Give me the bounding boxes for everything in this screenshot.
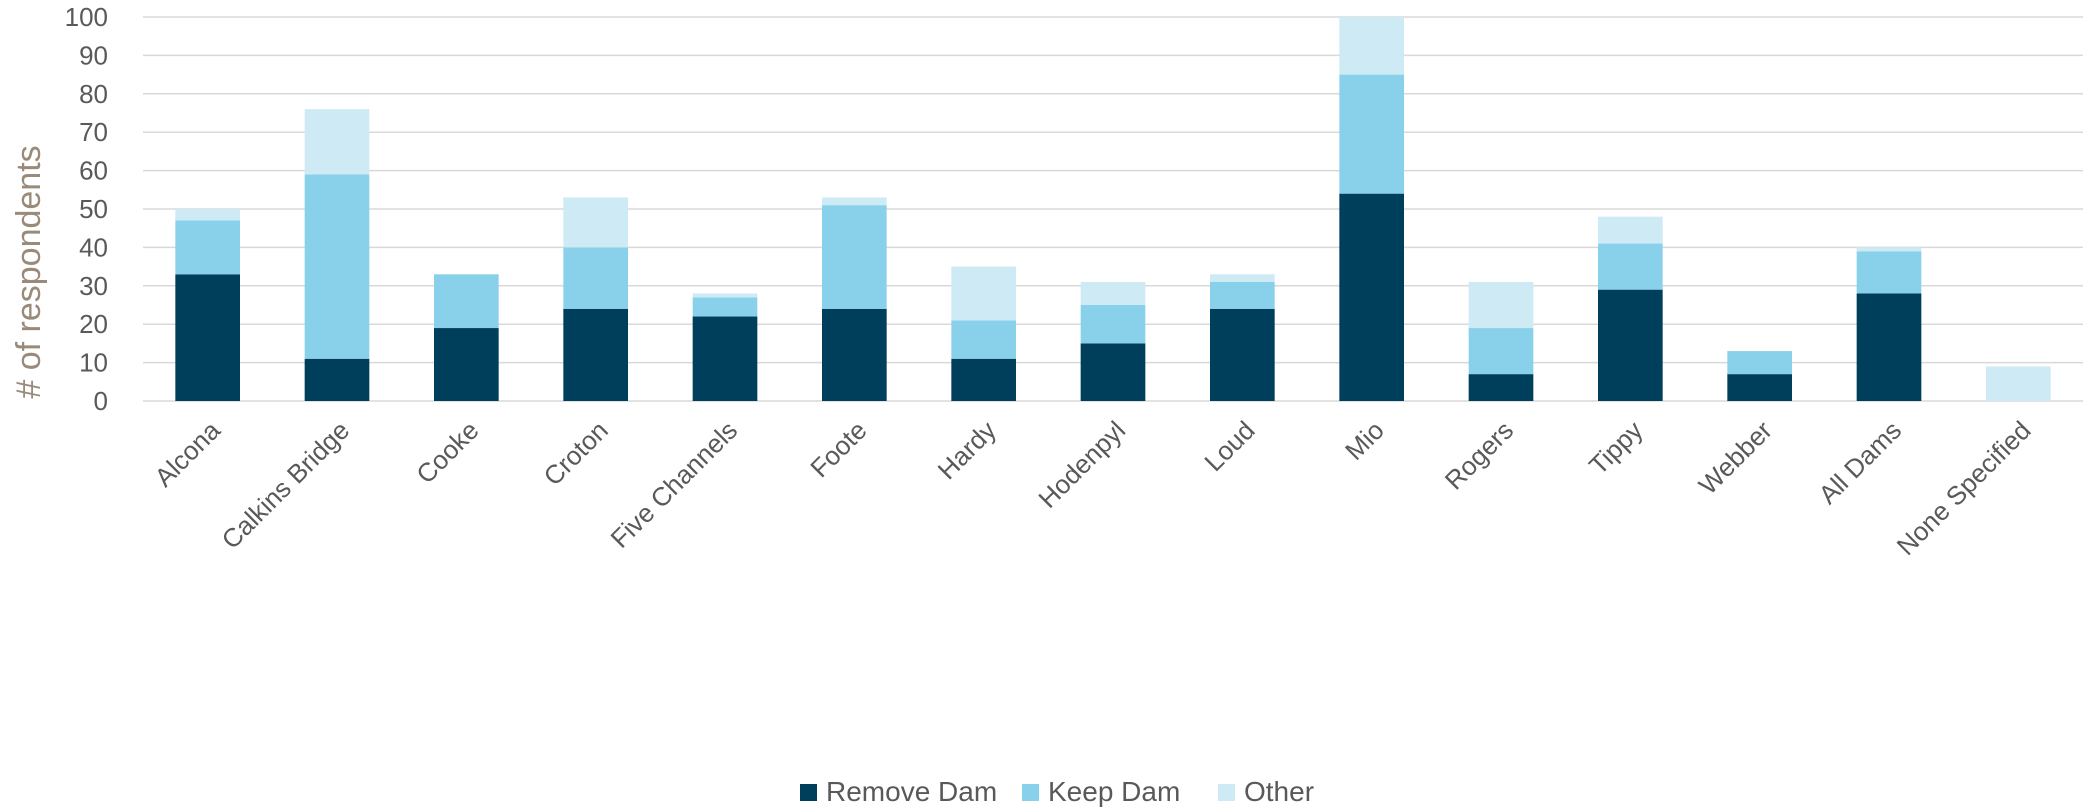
y-axis-label: # of respondents: [10, 145, 48, 398]
y-tick-label: 40: [79, 232, 108, 262]
bar-segment-remove-dam: [175, 274, 240, 401]
y-tick-label: 80: [79, 79, 108, 109]
bar-segment-remove-dam: [563, 308, 628, 401]
bars: [175, 17, 2051, 401]
bar-segment-other: [563, 197, 628, 248]
y-tick-label: 50: [79, 194, 108, 224]
x-category-label: Hodenpyl: [1032, 415, 1131, 514]
bar-segment-keep-dam: [175, 220, 240, 275]
bar-segment-keep-dam: [1598, 243, 1663, 290]
bar-segment-keep-dam: [822, 205, 887, 309]
bar-segment-keep-dam: [434, 274, 499, 329]
bar-segment-remove-dam: [1598, 289, 1663, 401]
legend-label: Remove Dam: [826, 776, 997, 807]
y-tick-label: 0: [94, 386, 108, 416]
x-category-label: Foote: [804, 415, 872, 483]
bar-segment-other: [1339, 17, 1404, 75]
legend-label: Keep Dam: [1048, 776, 1180, 807]
y-tick-label: 90: [79, 40, 108, 70]
bar-segment-remove-dam: [951, 358, 1016, 401]
x-category-label: Tippy: [1583, 415, 1648, 480]
bar-segment-remove-dam: [1468, 374, 1534, 401]
bar-segment-remove-dam: [1210, 308, 1275, 401]
bar-segment-keep-dam: [1727, 351, 1792, 375]
x-category-label: Hardy: [932, 415, 1002, 485]
bar-segment-other: [1468, 281, 1534, 329]
x-category-label: Cooke: [410, 415, 484, 489]
bar-segment-other: [692, 293, 758, 298]
bar-segment-other: [1986, 366, 2051, 401]
x-category-label: Calkins Bridge: [215, 415, 355, 555]
x-category-label: All Dams: [1812, 415, 1907, 510]
y-tick-label: 20: [79, 309, 108, 339]
bar-segment-other: [822, 197, 887, 206]
y-tick-label: 30: [79, 271, 108, 301]
bar-segment-remove-dam: [1080, 343, 1146, 401]
bar-segment-keep-dam: [304, 174, 370, 359]
bar-segment-other: [1080, 281, 1146, 305]
x-category-label: Croton: [538, 415, 614, 491]
bar-segment-other: [1598, 216, 1663, 244]
x-category-label: Webber: [1693, 415, 1778, 500]
bar-segment-other: [951, 266, 1016, 321]
x-category-label: Five Channels: [605, 415, 744, 554]
legend-label: Other: [1244, 776, 1314, 807]
bar-segment-remove-dam: [434, 328, 499, 401]
bar-segment-keep-dam: [563, 247, 628, 309]
y-tick-label: 10: [79, 348, 108, 378]
bar-segment-keep-dam: [692, 297, 758, 317]
bar-segment-keep-dam: [1856, 251, 1922, 294]
bar-segment-keep-dam: [1468, 328, 1534, 375]
bar-segment-other: [304, 109, 370, 175]
y-tick-label: 70: [79, 117, 108, 147]
bar-segment-keep-dam: [1080, 305, 1146, 344]
legend-swatch: [1218, 784, 1235, 801]
y-tick-label: 100: [65, 2, 108, 32]
legend-swatch: [800, 784, 817, 801]
bar-segment-keep-dam: [1339, 74, 1404, 194]
x-category-label: Rogers: [1439, 415, 1519, 495]
bar-segment-other: [1856, 247, 1922, 252]
bar-segment-remove-dam: [1856, 293, 1922, 401]
bar-segment-remove-dam: [692, 316, 758, 401]
y-tick-label: 60: [79, 156, 108, 186]
y-axis-ticks: 0 10 20 30 40 50 60 70 80 90 100: [65, 2, 108, 416]
bar-segment-remove-dam: [1339, 193, 1404, 401]
bar-segment-other: [1210, 274, 1275, 282]
bar-segment-keep-dam: [1210, 281, 1275, 309]
legend: Remove Dam Keep Dam Other: [800, 776, 1314, 807]
bar-segment-other: [175, 209, 240, 221]
x-category-label: None Specified: [1891, 415, 2037, 561]
bar-segment-remove-dam: [304, 358, 370, 401]
x-category-label: Alcona: [148, 415, 226, 493]
bar-segment-remove-dam: [822, 308, 887, 401]
legend-swatch: [1022, 784, 1039, 801]
x-category-label: Mio: [1339, 415, 1390, 466]
bar-segment-keep-dam: [951, 320, 1016, 359]
bar-segment-remove-dam: [1727, 374, 1792, 401]
x-category-label: Loud: [1198, 415, 1260, 477]
